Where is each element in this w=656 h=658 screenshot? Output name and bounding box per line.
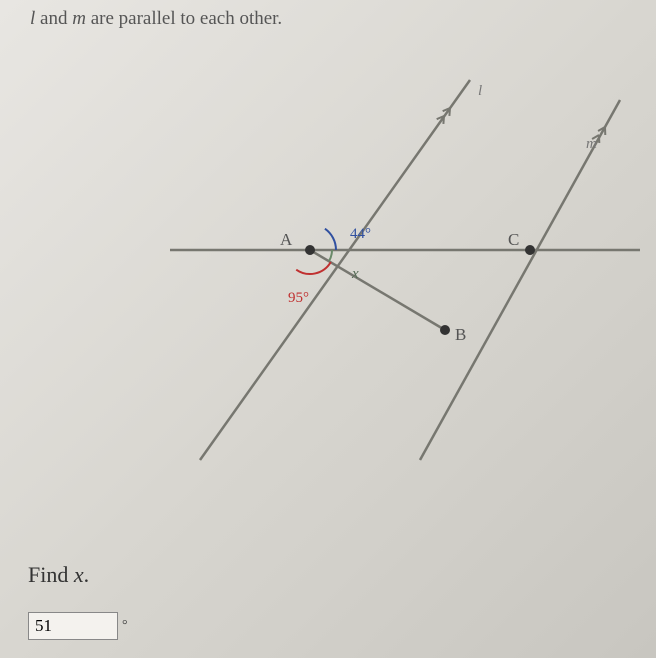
degree-unit: ° <box>122 618 128 634</box>
line-l <box>200 80 470 460</box>
angle-44-label: 44° <box>350 226 371 242</box>
line-l-label: l <box>478 83 482 99</box>
find-var: x <box>74 562 84 587</box>
answer-row: ° <box>28 612 128 640</box>
problem-statement: l and m are parallel to each other. <box>30 8 282 30</box>
arc-95 <box>296 262 331 274</box>
find-prompt: Find x. <box>28 562 89 588</box>
line-m-label: m <box>586 136 597 152</box>
arc-44 <box>325 229 336 250</box>
find-period: . <box>84 562 90 587</box>
arc-x <box>329 250 332 261</box>
answer-input[interactable] <box>28 612 118 640</box>
point-b <box>440 325 450 335</box>
line-m <box>420 100 620 460</box>
stmt-mid: and <box>35 8 72 29</box>
point-a <box>305 245 315 255</box>
point-label-b: B <box>455 325 466 344</box>
geometry-diagram: A C Bl m 44° 95° x <box>0 40 656 480</box>
angle-x-label: x <box>351 266 359 282</box>
find-label: Find <box>28 562 74 587</box>
point-label-a: A <box>280 230 293 249</box>
point-c <box>525 245 535 255</box>
angle-95-label: 95° <box>288 290 309 306</box>
stmt-end: are parallel to each other. <box>86 8 282 29</box>
point-label-c: C <box>508 230 519 249</box>
line-m-var: m <box>72 8 86 29</box>
